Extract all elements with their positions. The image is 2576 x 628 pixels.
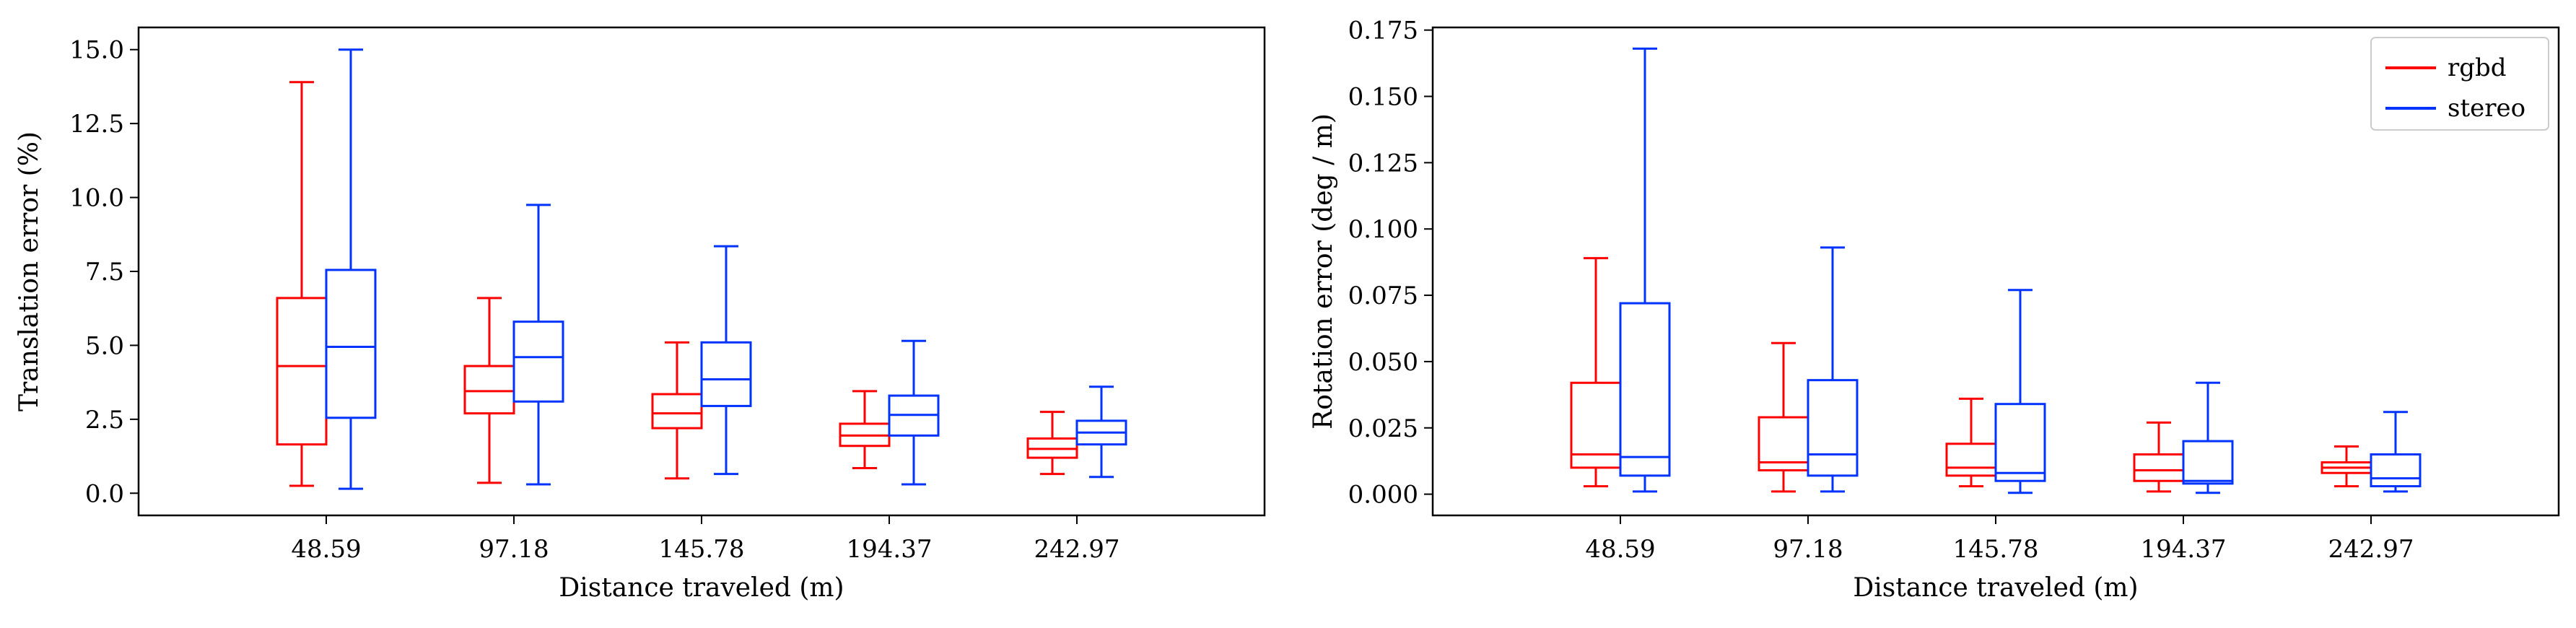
x-axis-title: Distance traveled (m) <box>559 573 844 603</box>
rgbd-box <box>1026 411 1078 476</box>
stereo-iqr-box <box>1807 379 1859 477</box>
y-axis-title: Translation error (%) <box>14 131 44 411</box>
stereo-box <box>325 48 377 490</box>
y-tick-label: 0.125 <box>1348 149 1418 178</box>
stereo-iqr-box <box>325 269 377 419</box>
rgbd-iqr-box <box>276 297 328 446</box>
x-tick-label: 242.97 <box>1034 535 1120 564</box>
y-tick-label: 0.000 <box>1348 481 1418 510</box>
stereo-iqr-box <box>2182 440 2234 485</box>
stereo-box <box>2370 411 2422 493</box>
stereo-box <box>512 204 564 486</box>
rgbd-iqr-box <box>1945 442 1997 477</box>
x-tick-label: 48.59 <box>1585 535 1655 564</box>
x-tick-label: 97.18 <box>1773 535 1843 564</box>
x-tick-label: 194.37 <box>847 535 933 564</box>
stereo-box <box>1994 289 2046 494</box>
rotation-error-panel: 0.000 0.025 0.050 0.075 0.100 0.125 0.150 0.175… <box>1309 17 2560 603</box>
rgbd-box <box>1945 397 1997 488</box>
y-tick-label: 0.025 <box>1348 414 1418 443</box>
x-tick-label: 145.78 <box>1953 535 2039 564</box>
y-tick-label: 5.0 <box>85 331 124 360</box>
stereo-iqr-box <box>700 341 752 407</box>
plot-frame <box>137 26 1266 517</box>
stereo-box <box>700 245 752 476</box>
legend-label-rgbd: rgbd <box>2448 53 2507 82</box>
y-tick-label: 12.5 <box>69 110 124 139</box>
legend: rgbd stereo <box>2370 37 2549 131</box>
legend-label-stereo: stereo <box>2448 94 2525 123</box>
x-tick-label: 145.78 <box>659 535 745 564</box>
y-tick-label: 2.5 <box>85 406 124 435</box>
stereo-box <box>1075 385 1127 479</box>
x-tick-label: 194.37 <box>2141 535 2227 564</box>
rgbd-box <box>651 341 703 480</box>
y-tick-label: 15.0 <box>69 36 124 65</box>
rgbd-iqr-box <box>463 365 515 415</box>
stereo-iqr-box <box>1994 403 2046 482</box>
rgbd-box <box>2320 445 2372 488</box>
rgbd-box <box>1758 341 1809 493</box>
y-tick-label: 0.100 <box>1348 215 1418 244</box>
rgbd-box <box>276 81 328 487</box>
y-tick-label: 0.175 <box>1348 17 1418 45</box>
stereo-iqr-box <box>1619 302 1671 477</box>
stereo-box <box>1619 47 1671 493</box>
y-axis-title: Rotation error (deg / m) <box>1309 113 1338 429</box>
y-tick-label: 0.075 <box>1348 282 1418 310</box>
stereo-box <box>2182 381 2234 494</box>
translation-error-panel: 0.0 2.5 5.0 7.5 10.0 12.5 15.0 48.59 97.18 145.78… <box>14 26 1266 603</box>
x-tick-label: 242.97 <box>2328 535 2414 564</box>
rgbd-box <box>463 297 515 484</box>
rgbd-box <box>1570 257 1622 488</box>
x-axis-title: Distance traveled (m) <box>1853 573 2138 603</box>
y-tick-label: 0.150 <box>1348 83 1418 112</box>
rgbd-box <box>2133 421 2185 493</box>
stereo-box <box>888 339 940 486</box>
stereo-iqr-box <box>2370 453 2422 488</box>
stereo-box <box>1807 246 1859 493</box>
rgbd-box <box>839 390 891 469</box>
y-tick-label: 10.0 <box>69 184 124 213</box>
x-tick-label: 48.59 <box>291 535 361 564</box>
x-tick-label: 97.18 <box>479 535 549 564</box>
stereo-iqr-box <box>512 320 564 403</box>
y-tick-label: 0.0 <box>85 479 124 508</box>
y-tick-label: 7.5 <box>85 258 124 287</box>
rgbd-iqr-box <box>651 393 703 429</box>
rgbd-iqr-box <box>2133 453 2185 482</box>
y-tick-label: 0.050 <box>1348 348 1418 377</box>
